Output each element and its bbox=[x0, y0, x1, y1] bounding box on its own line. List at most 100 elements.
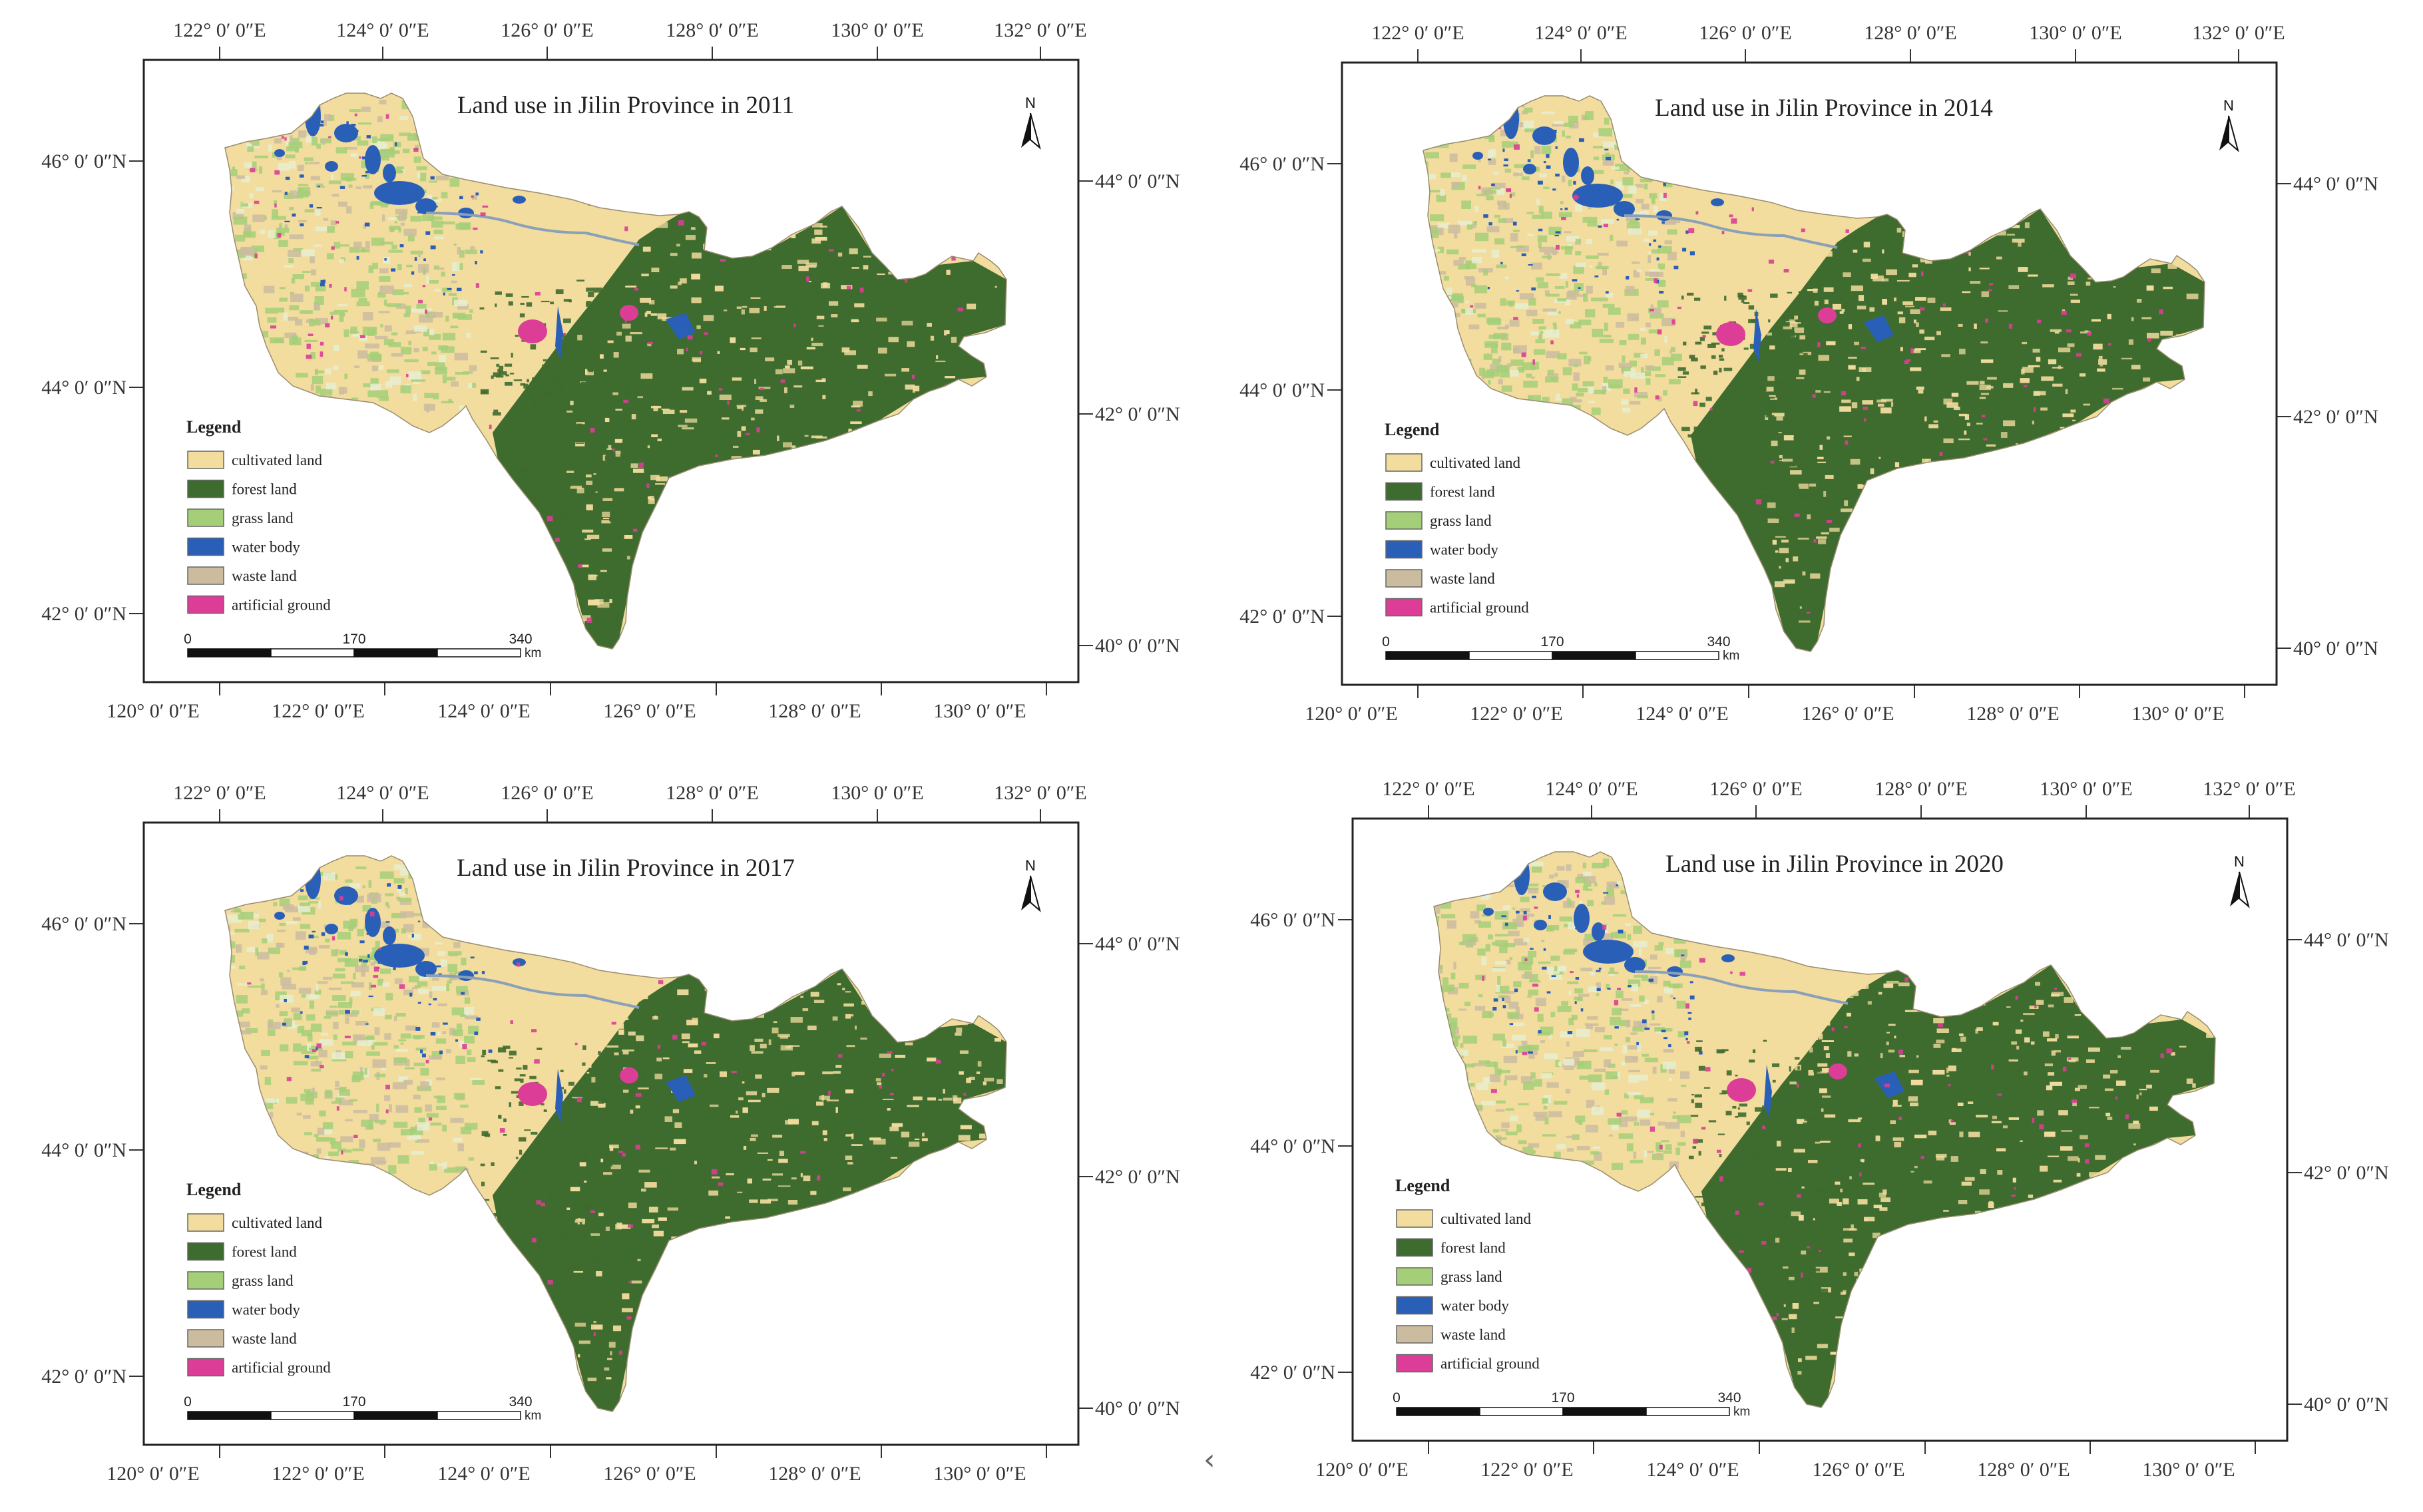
legend-swatch-cultivated bbox=[188, 451, 224, 469]
north-label: N bbox=[2223, 97, 2234, 114]
legend-label-water: water body bbox=[1430, 542, 1498, 558]
city-jilin bbox=[1829, 1063, 1847, 1079]
water-body bbox=[274, 912, 285, 920]
water-body bbox=[1483, 908, 1494, 916]
water-body bbox=[1543, 882, 1567, 901]
bottom-lon-label: 130° 0′ 0″E bbox=[933, 1463, 1026, 1485]
scale-tick-label: 0 bbox=[184, 632, 192, 647]
bottom-lon-label: 126° 0′ 0″E bbox=[1801, 703, 1894, 725]
left-lat-label: 42° 0′ 0″N bbox=[41, 1366, 126, 1388]
scale-tick-label: 170 bbox=[1540, 634, 1564, 650]
legend-swatch-cultivated bbox=[1397, 1210, 1432, 1227]
scale-unit-label: km bbox=[1723, 649, 1739, 663]
bottom-lon-label: 122° 0′ 0″E bbox=[1470, 703, 1562, 725]
right-latitude-labels: 44° 0′ 0″N42° 0′ 0″N40° 0′ 0″N bbox=[1078, 933, 1180, 1419]
legend-swatch-grass bbox=[188, 1272, 224, 1289]
bottom-lon-label: 120° 0′ 0″E bbox=[107, 1463, 199, 1485]
legend-swatch-forest bbox=[188, 480, 224, 498]
scale-tick-label: 340 bbox=[1717, 1390, 1741, 1406]
top-lon-label: 126° 0′ 0″E bbox=[501, 782, 593, 804]
legend-swatch-grass bbox=[1386, 512, 1422, 529]
legend-swatch-artificial bbox=[1386, 599, 1422, 616]
water-body bbox=[383, 926, 396, 945]
north-label: N bbox=[1025, 94, 1036, 111]
legend-label-forest: forest land bbox=[232, 1244, 297, 1260]
right-latitude-labels: 44° 0′ 0″N42° 0′ 0″N40° 0′ 0″N bbox=[1078, 170, 1180, 657]
top-lon-label: 122° 0′ 0″E bbox=[173, 19, 266, 41]
water-body bbox=[365, 145, 381, 174]
top-lon-label: 130° 0′ 0″E bbox=[2029, 22, 2121, 44]
scale-tick-label: 340 bbox=[1707, 634, 1730, 650]
back-arrow-icon[interactable]: ‹ bbox=[1204, 1443, 1230, 1476]
top-lon-label: 126° 0′ 0″E bbox=[1699, 22, 1791, 44]
legend-swatch-grass bbox=[188, 509, 224, 526]
legend-label-grass: grass land bbox=[1440, 1268, 1502, 1285]
left-latitude-labels: 46° 0′ 0″N44° 0′ 0″N42° 0′ 0″N bbox=[1239, 153, 1342, 628]
top-lon-label: 124° 0′ 0″E bbox=[336, 19, 429, 41]
scale-unit-label: km bbox=[525, 646, 541, 660]
bottom-lon-label: 120° 0′ 0″E bbox=[1305, 703, 1397, 725]
top-lon-label: 132° 0′ 0″E bbox=[994, 782, 1086, 804]
bottom-lon-label: 122° 0′ 0″E bbox=[272, 1463, 364, 1485]
water-body bbox=[1583, 940, 1634, 964]
legend-title: Legend bbox=[186, 417, 242, 437]
legend-label-artificial: artificial ground bbox=[1440, 1356, 1540, 1372]
legend-label-forest: forest land bbox=[232, 481, 297, 498]
legend-swatch-water bbox=[1397, 1297, 1432, 1314]
top-lon-label: 122° 0′ 0″E bbox=[173, 782, 266, 804]
top-lon-label: 132° 0′ 0″E bbox=[2192, 22, 2285, 44]
bottom-lon-label: 122° 0′ 0″E bbox=[1480, 1459, 1573, 1481]
right-lat-label: 42° 0′ 0″N bbox=[2293, 406, 2378, 428]
bottom-lon-label: 126° 0′ 0″E bbox=[603, 1463, 696, 1485]
bottom-lon-label: 126° 0′ 0″E bbox=[603, 700, 696, 722]
map-title: Land use in Jilin Province in 2020 bbox=[1665, 850, 2004, 878]
water-body bbox=[325, 924, 338, 934]
water-body bbox=[374, 944, 425, 968]
right-lat-label: 44° 0′ 0″N bbox=[2293, 173, 2378, 195]
water-body bbox=[274, 149, 285, 157]
water-body bbox=[1581, 166, 1594, 185]
left-lat-label: 42° 0′ 0″N bbox=[1250, 1362, 1335, 1384]
left-lat-label: 46° 0′ 0″N bbox=[1250, 909, 1335, 931]
water-body bbox=[374, 181, 425, 205]
left-lat-label: 44° 0′ 0″N bbox=[41, 377, 126, 399]
legend-label-cultivated: cultivated land bbox=[1430, 455, 1521, 471]
legend-swatch-waste bbox=[1386, 570, 1422, 587]
bottom-lon-label: 124° 0′ 0″E bbox=[437, 700, 530, 722]
city-changchun bbox=[518, 319, 547, 343]
legend-label-cultivated: cultivated land bbox=[232, 1215, 323, 1231]
top-lon-label: 128° 0′ 0″E bbox=[1864, 22, 1956, 44]
legend-swatch-cultivated bbox=[1386, 454, 1422, 471]
legend-label-waste: waste land bbox=[232, 568, 297, 584]
map-panel-svg: 122° 0′ 0″E 124° 0′ 0″E 126° 0′ 0″E 128° 0′… bbox=[0, 763, 1212, 1512]
legend-swatch-forest bbox=[188, 1243, 224, 1260]
legend-label-cultivated: cultivated land bbox=[1440, 1211, 1532, 1227]
city-changchun bbox=[1727, 1078, 1756, 1102]
city-jilin bbox=[620, 1067, 638, 1083]
right-lat-label: 44° 0′ 0″N bbox=[1095, 170, 1180, 192]
bottom-lon-label: 128° 0′ 0″E bbox=[768, 1463, 861, 1485]
legend-label-cultivated: cultivated land bbox=[232, 452, 323, 469]
top-lon-label: 130° 0′ 0″E bbox=[831, 782, 923, 804]
top-lon-label: 124° 0′ 0″E bbox=[336, 782, 429, 804]
legend-label-grass: grass land bbox=[232, 1272, 294, 1289]
legend-swatch-water bbox=[188, 538, 224, 556]
legend-swatch-artificial bbox=[1397, 1355, 1432, 1372]
legend-swatch-water bbox=[188, 1301, 224, 1318]
legend-title: Legend bbox=[1395, 1176, 1450, 1195]
left-lat-label: 44° 0′ 0″N bbox=[41, 1139, 126, 1161]
top-lon-label: 126° 0′ 0″E bbox=[1709, 778, 1802, 800]
water-body bbox=[383, 164, 396, 182]
bottom-lon-label: 120° 0′ 0″E bbox=[1315, 1459, 1408, 1481]
left-lat-label: 42° 0′ 0″N bbox=[1239, 606, 1325, 628]
right-lat-label: 44° 0′ 0″N bbox=[1095, 933, 1180, 955]
map-panel-3: 122° 0′ 0″E 124° 0′ 0″E 126° 0′ 0″E 128° 0′… bbox=[0, 763, 1212, 1512]
left-latitude-labels: 46° 0′ 0″N44° 0′ 0″N42° 0′ 0″N bbox=[41, 913, 144, 1388]
water-body bbox=[334, 124, 358, 142]
legend-title: Legend bbox=[186, 1180, 242, 1199]
